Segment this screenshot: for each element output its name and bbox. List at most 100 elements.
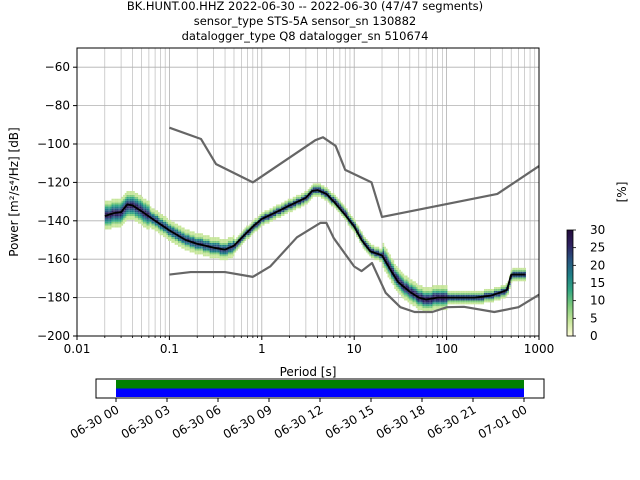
heat-cell bbox=[143, 219, 145, 222]
heat-cell bbox=[390, 265, 393, 268]
heat-cell bbox=[179, 242, 182, 245]
heat-cell bbox=[350, 227, 353, 230]
coverage-tick-label: 06-30 09 bbox=[221, 402, 275, 441]
heat-cell bbox=[141, 200, 144, 203]
heat-cell bbox=[138, 212, 140, 215]
heat-cell bbox=[395, 265, 398, 268]
heat-cell bbox=[226, 250, 228, 253]
heat-cell bbox=[134, 216, 137, 218]
heat-cell bbox=[510, 271, 513, 274]
heat-cell bbox=[520, 279, 523, 282]
heat-cell bbox=[186, 231, 188, 234]
heat-cell bbox=[399, 273, 401, 276]
heat-cell bbox=[480, 300, 483, 303]
heat-cell bbox=[434, 304, 436, 307]
heat-cell bbox=[274, 206, 277, 209]
heat-cell bbox=[144, 208, 147, 211]
heat-cell bbox=[454, 300, 456, 303]
heat-cell bbox=[367, 250, 370, 253]
heat-cell bbox=[237, 242, 240, 245]
heat-cell bbox=[412, 285, 415, 288]
heat-cell bbox=[370, 244, 373, 247]
heat-cell bbox=[419, 306, 421, 309]
heat-cell bbox=[139, 216, 142, 218]
heat-cell bbox=[104, 223, 107, 226]
heat-cell bbox=[204, 254, 207, 257]
heat-cell bbox=[129, 208, 132, 211]
heat-cell bbox=[324, 196, 327, 199]
heat-cell bbox=[432, 294, 435, 297]
heat-cell bbox=[331, 196, 333, 199]
heat-cell bbox=[201, 233, 203, 236]
heat-cell bbox=[503, 292, 506, 295]
heat-cell bbox=[440, 294, 443, 297]
heat-cell bbox=[369, 242, 371, 245]
heat-cell bbox=[309, 198, 312, 201]
heat-cell bbox=[212, 240, 215, 243]
heat-cell bbox=[169, 221, 172, 224]
heat-cell bbox=[214, 237, 217, 240]
heat-cell bbox=[397, 267, 400, 270]
title-line: sensor_type STS-5A sensor_sn 130882 bbox=[194, 14, 417, 28]
heat-cell bbox=[173, 240, 175, 243]
heat-cell bbox=[390, 264, 393, 266]
heat-cell bbox=[385, 250, 388, 253]
heat-cell bbox=[487, 288, 490, 291]
heat-cell bbox=[222, 240, 225, 243]
heat-cell bbox=[219, 252, 222, 255]
heat-cell bbox=[329, 202, 332, 205]
heat-cell bbox=[104, 216, 107, 218]
heat-cell bbox=[219, 240, 222, 243]
heat-cell bbox=[267, 221, 270, 224]
coverage-tick-label: 06-30 06 bbox=[170, 402, 224, 441]
coverage-tick-label: 06-30 18 bbox=[374, 402, 428, 441]
heat-cell bbox=[359, 233, 361, 236]
heat-cell bbox=[133, 212, 135, 215]
heat-cell bbox=[199, 246, 202, 249]
heat-cell bbox=[296, 204, 298, 207]
heat-cell bbox=[437, 294, 440, 297]
heat-cell bbox=[414, 292, 416, 295]
heat-cell bbox=[276, 204, 278, 207]
heat-cell bbox=[420, 288, 423, 291]
heat-cell bbox=[109, 227, 112, 230]
heat-cell bbox=[317, 192, 320, 195]
heat-cell bbox=[382, 244, 385, 247]
heat-cell bbox=[169, 231, 172, 234]
heat-cell bbox=[432, 287, 435, 289]
heat-cell bbox=[181, 246, 183, 249]
heat-cell bbox=[349, 214, 351, 216]
heat-cell bbox=[322, 185, 325, 188]
heat-cell bbox=[239, 235, 242, 238]
heat-cell bbox=[224, 254, 227, 257]
heat-cell bbox=[464, 298, 466, 301]
heat-cell bbox=[216, 248, 218, 251]
heat-cell bbox=[227, 244, 230, 247]
heat-cell bbox=[422, 306, 425, 309]
heat-cell bbox=[301, 204, 303, 207]
heat-cell bbox=[429, 287, 431, 289]
heat-cell bbox=[106, 212, 109, 215]
heat-cell bbox=[442, 302, 445, 305]
heat-cell bbox=[226, 239, 228, 241]
heat-cell bbox=[522, 275, 524, 278]
heat-cell bbox=[512, 279, 514, 282]
heat-cell bbox=[153, 208, 155, 211]
heat-cell bbox=[485, 300, 488, 303]
heat-cell bbox=[114, 202, 117, 205]
heat-cell bbox=[202, 254, 205, 257]
heat-cell bbox=[242, 239, 245, 241]
heat-cell bbox=[182, 231, 185, 234]
heat-cell bbox=[271, 210, 273, 213]
heat-cell bbox=[153, 221, 155, 224]
heat-cell bbox=[286, 204, 288, 207]
heat-cell bbox=[189, 231, 192, 234]
heat-cell bbox=[216, 256, 218, 259]
heat-cell bbox=[347, 214, 350, 216]
heat-cell bbox=[129, 194, 132, 197]
heat-cell bbox=[151, 214, 154, 216]
heat-cell bbox=[309, 194, 312, 197]
heat-cell bbox=[419, 294, 421, 297]
heat-cell bbox=[266, 212, 268, 215]
heat-cell bbox=[159, 221, 162, 224]
